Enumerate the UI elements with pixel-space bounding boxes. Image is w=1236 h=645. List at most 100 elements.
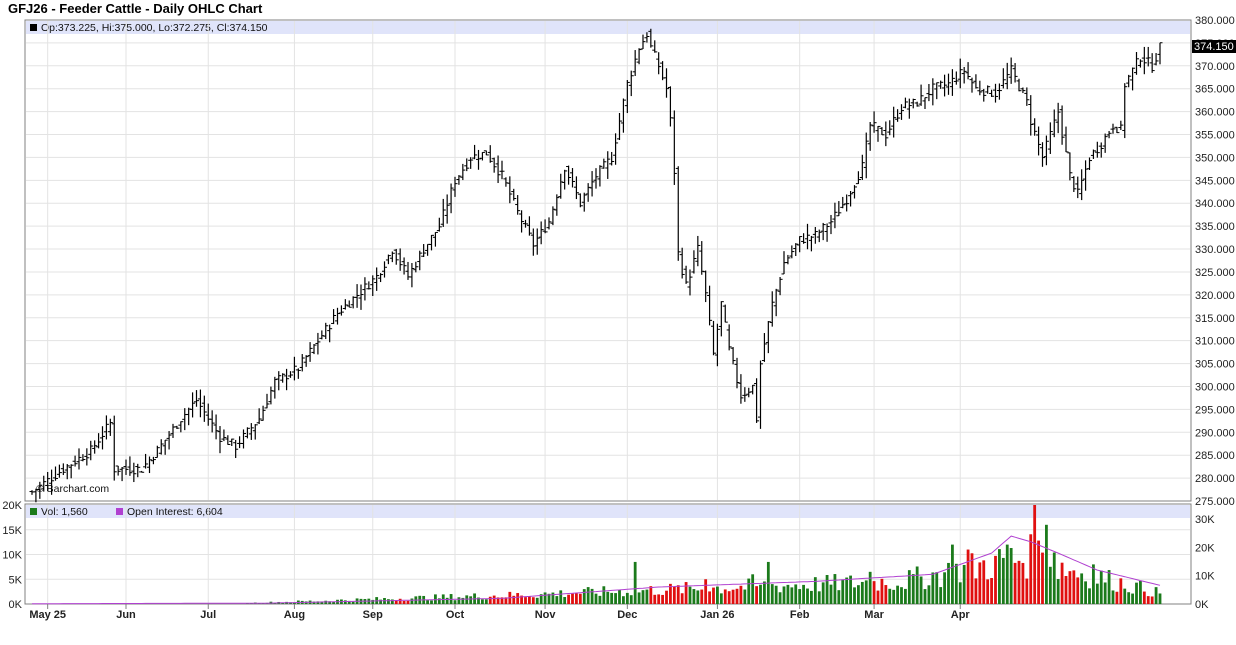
volume-axis: 0K 5K 10K 15K 20K 0K 10K 20K 30K (2, 500, 1215, 611)
ohlc-bar (683, 265, 689, 284)
volume-bar (657, 594, 661, 604)
volume-bar (559, 590, 563, 604)
volume-bar (935, 572, 939, 604)
ohlc-bar (985, 85, 991, 94)
volume-bar (1029, 534, 1033, 604)
ohlc-bar (315, 332, 321, 355)
ohlc-bar (131, 462, 137, 483)
volume-bar (629, 595, 633, 604)
ohlc-bar (401, 257, 407, 275)
ohlc-bar (49, 469, 55, 495)
ohlc-bar (703, 270, 709, 303)
volume-bar (825, 575, 829, 604)
ohlc-bar (597, 165, 603, 187)
volume-bar (437, 598, 441, 604)
last-price-box (1192, 40, 1236, 53)
volume-bar (477, 597, 480, 604)
ohlc-bar (139, 470, 145, 473)
volume-bar (390, 599, 394, 604)
volume-bar (672, 586, 676, 604)
volume-bar (1013, 562, 1017, 604)
volume-bar (1146, 596, 1150, 604)
ohlc-bar (636, 48, 642, 65)
ohlc-bar (609, 151, 615, 166)
volume-bar (575, 593, 578, 604)
ohlc-bar (855, 171, 861, 185)
ohlc-bar (1004, 62, 1010, 90)
ohlc-bar (613, 133, 619, 165)
ohlc-bar (840, 196, 846, 209)
ohlc-bar (440, 198, 446, 227)
x-tick-label: May 25 (29, 609, 66, 621)
volume-bar (481, 599, 484, 604)
volume-bar (719, 593, 723, 604)
volume-bar (496, 597, 500, 604)
volume-bar (978, 562, 982, 604)
price-axis: 275.000 280.000 285.000 290.000 295.000 300.0… (1195, 15, 1235, 508)
volume-bar (915, 566, 919, 604)
ohlc-bar (1141, 46, 1147, 75)
ohlc-bar (147, 456, 152, 474)
ohlc-bar (562, 169, 568, 190)
oi-tick-label: 30K (1195, 514, 1215, 526)
volume-bar (406, 600, 410, 604)
ohlc-bar (730, 347, 736, 365)
ohlc-bar (558, 173, 564, 199)
volume-bar (802, 584, 805, 604)
volume-bar (343, 600, 347, 604)
ohlc-bar (115, 465, 121, 476)
ohlc-bar (570, 168, 575, 188)
volume-bar (876, 590, 880, 604)
volume-bar (606, 591, 610, 604)
ohlc-bar (64, 464, 70, 480)
volume-bar (1068, 571, 1072, 604)
ohlc-bar (1134, 52, 1139, 75)
ohlc-bar (1130, 67, 1136, 91)
ohlc-bar (72, 455, 78, 467)
ohlc-bar (718, 301, 724, 337)
ohlc-bar (640, 34, 646, 50)
volume-bar (837, 590, 841, 604)
volume-bar (958, 582, 962, 604)
volume-bar (520, 595, 523, 604)
volume-bar (610, 592, 614, 604)
volume-bar (676, 585, 680, 604)
volume-bar (704, 579, 708, 604)
volume-bar (465, 595, 469, 604)
ohlc-bar (910, 98, 916, 109)
volume-bar (790, 587, 794, 604)
volume-bar (426, 600, 429, 604)
ohlc-bar (836, 201, 842, 217)
ohlc-bar (217, 426, 223, 454)
ohlc-bar (1043, 135, 1049, 166)
ohlc-bar (632, 50, 638, 76)
volume-bar (1033, 505, 1037, 604)
ohlc-bar (225, 435, 231, 445)
volume-bar (1127, 592, 1131, 604)
ohlc-bar (573, 176, 579, 200)
ohlc-bar (417, 250, 423, 271)
volume-bar (1111, 590, 1115, 604)
price-tick-label: 310.000 (1195, 336, 1235, 348)
ohlc-bar (483, 150, 489, 156)
ohlc-bar (914, 101, 920, 107)
volume-bar (1088, 588, 1091, 604)
volume-bar (692, 589, 696, 604)
ohlc-bar (393, 248, 399, 265)
ohlc-bar (213, 414, 219, 440)
volume-bar (347, 600, 351, 604)
open-interest-line (32, 535, 1161, 605)
volume-bar (614, 593, 617, 604)
ohlc-bar (675, 166, 681, 261)
ohlc-bar (448, 183, 454, 214)
ohlc-bar (335, 307, 340, 325)
volume-bar (974, 578, 978, 604)
ohlc-bar (871, 111, 877, 133)
ohlc-bar (92, 440, 98, 454)
ohlc-legend-text: Op:373.225, Hi:375.000, Lo:372.275, Cl:3… (41, 22, 268, 34)
ohlc-bar (785, 254, 791, 265)
ohlc-bars (29, 28, 1163, 503)
volume-bar (927, 585, 931, 604)
ohlc-bar (722, 304, 728, 323)
ohlc-bar (476, 149, 481, 170)
